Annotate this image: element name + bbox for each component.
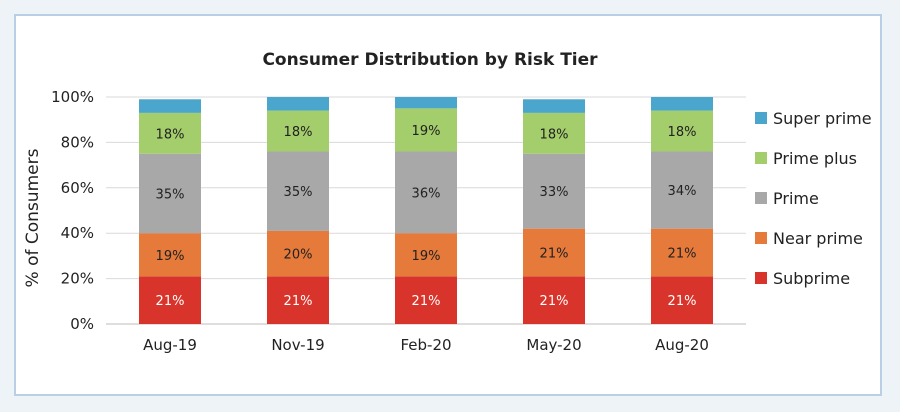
data-label: 19% [412, 249, 441, 264]
y-tick-label: 40% [61, 224, 94, 242]
bar-segment [395, 151, 457, 234]
legend-label: Subprime [773, 269, 850, 288]
bar-segment [523, 112, 585, 154]
bar-segment [139, 153, 201, 234]
data-label: 21% [540, 246, 569, 261]
legend-label: Prime plus [773, 149, 857, 168]
bar-segment [523, 153, 585, 229]
data-label: 35% [284, 185, 313, 200]
data-label: 36% [412, 186, 441, 201]
data-label: 34% [668, 184, 697, 199]
bar-segment [523, 228, 585, 277]
legend-item: Subprime [755, 269, 850, 288]
legend-label: Near prime [773, 229, 863, 248]
y-tick-label: 80% [61, 133, 94, 151]
bar-segment [395, 276, 457, 324]
y-axis-label: % of Consumers [23, 148, 43, 287]
legend-item: Prime plus [755, 149, 857, 168]
data-label: 18% [540, 127, 569, 142]
legend-swatch [755, 192, 767, 204]
data-label: 21% [412, 294, 441, 309]
bar-segment [395, 97, 457, 109]
bar-segment [267, 276, 329, 324]
bar-segment [267, 110, 329, 152]
bar-segment [523, 99, 585, 113]
bar-segment [267, 97, 329, 111]
x-tick-label: Aug-19 [143, 336, 197, 354]
x-tick-label: May-20 [526, 336, 581, 354]
bar-segment [395, 108, 457, 152]
data-label: 20% [284, 248, 313, 263]
legend-item: Near prime [755, 229, 863, 248]
legend-item: Prime [755, 189, 819, 208]
chart-title: Consumer Distribution by Risk Tier [262, 50, 598, 70]
legend-label: Prime [773, 189, 819, 208]
bar-segment [139, 233, 201, 277]
legend-swatch [755, 272, 767, 284]
bar-segment [139, 99, 201, 113]
data-label: 19% [156, 249, 185, 264]
data-label: 18% [284, 125, 313, 140]
bar-segment [651, 97, 713, 111]
y-tick-label: 100% [51, 88, 94, 106]
data-label: 33% [540, 185, 569, 200]
y-tick-label: 20% [61, 270, 94, 288]
bar-segment [139, 112, 201, 154]
data-label: 35% [156, 187, 185, 202]
data-label: 19% [412, 124, 441, 139]
data-label: 21% [668, 246, 697, 261]
legend-swatch [755, 152, 767, 164]
bar-segment [651, 276, 713, 324]
bar-segment [395, 233, 457, 277]
data-label: 21% [156, 294, 185, 309]
legend-item: Super prime [755, 109, 872, 128]
bar-segment [267, 151, 329, 231]
bar-segment [523, 276, 585, 324]
y-tick-label: 0% [70, 315, 94, 333]
bar-segment [651, 110, 713, 152]
x-tick-label: Nov-19 [271, 336, 324, 354]
bar-segment [651, 151, 713, 229]
bar-segment [139, 276, 201, 324]
data-label: 21% [668, 294, 697, 309]
data-label: 18% [156, 127, 185, 142]
bar-segment [267, 230, 329, 277]
x-tick-label: Aug-20 [655, 336, 709, 354]
data-label: 21% [540, 294, 569, 309]
data-label: 21% [284, 294, 313, 309]
legend-label: Super prime [773, 109, 872, 128]
legend-swatch [755, 112, 767, 124]
legend-swatch [755, 232, 767, 244]
data-label: 18% [668, 125, 697, 140]
x-tick-label: Feb-20 [400, 336, 451, 354]
y-tick-label: 60% [61, 179, 94, 197]
bar-segment [651, 228, 713, 277]
